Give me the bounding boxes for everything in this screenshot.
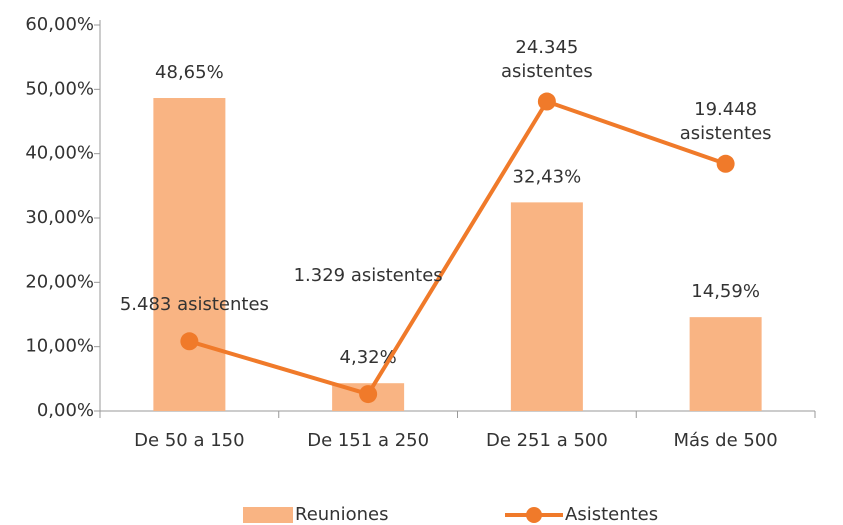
bar-value-label: 32,43% xyxy=(513,166,582,187)
line-point xyxy=(537,92,556,111)
y-tick-label: 40,00% xyxy=(25,143,94,164)
legend-swatch xyxy=(243,507,293,523)
line xyxy=(188,99,727,397)
bar xyxy=(510,202,583,411)
line-value-label: 24.345 asistentes xyxy=(500,36,593,82)
x-tick-label: Más de 500 xyxy=(674,430,778,451)
line-point xyxy=(359,385,378,404)
y-tick-label: 10,00% xyxy=(25,336,94,357)
line-value-label: 19.448 asistentes xyxy=(679,98,772,144)
line-value-label: 5.483 asistentes xyxy=(119,294,269,316)
y-tick-label: 30,00% xyxy=(25,207,94,228)
line-point xyxy=(180,332,199,351)
x-tick-label: De 50 a 150 xyxy=(134,430,244,451)
bar xyxy=(689,317,762,411)
line-point xyxy=(716,154,735,173)
legend-swatch xyxy=(526,507,542,523)
y-tick-label: 0,00% xyxy=(37,400,94,421)
x-tick-label: De 151 a 250 xyxy=(307,430,429,451)
bar xyxy=(153,98,226,411)
legend-label: Reuniones xyxy=(295,504,388,525)
legend-label: Asistentes xyxy=(565,504,658,525)
bar-value-label: 48,65% xyxy=(155,62,224,83)
y-tick-label: 50,00% xyxy=(25,78,94,99)
y-tick-label: 60,00% xyxy=(25,14,94,35)
bar-value-label: 4,32% xyxy=(340,347,397,368)
x-tick-label: De 251 a 500 xyxy=(486,430,608,451)
line-value-label: 1.329 asistentes xyxy=(293,265,443,287)
bar-value-label: 14,59% xyxy=(691,281,760,302)
y-tick-label: 20,00% xyxy=(25,271,94,292)
